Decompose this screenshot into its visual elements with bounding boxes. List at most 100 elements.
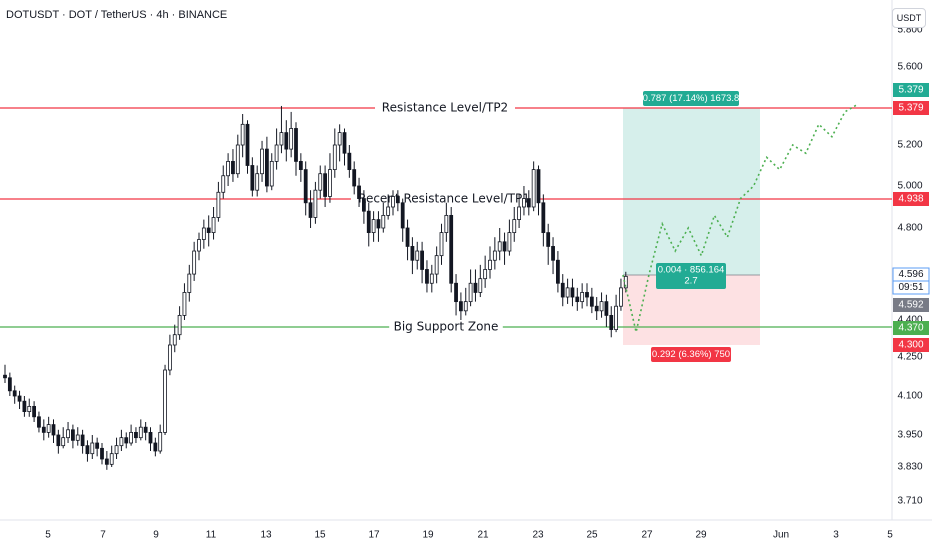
symbol-title: DOTUSDT · DOT / TetherUS · 4h · BINANCE — [6, 9, 228, 21]
candle-body — [458, 301, 463, 312]
candle-body — [95, 442, 100, 449]
price-tick: 5.600 — [897, 62, 922, 73]
level-label: Big Support Zone — [394, 320, 499, 334]
candle-body — [201, 227, 206, 240]
price-label-bg — [893, 101, 929, 115]
price-label: 5.379 — [898, 103, 923, 114]
candle-body — [211, 217, 216, 234]
candle-body — [357, 185, 361, 199]
candle-body — [177, 315, 182, 336]
time-tick: 11 — [206, 530, 217, 541]
candle-body — [410, 246, 415, 261]
level-label: Resistance Level/TP2 — [382, 101, 508, 115]
price-tick-partial: 4.400 — [897, 315, 922, 326]
time-tick: 3 — [833, 530, 839, 541]
currency-button[interactable]: USDT — [892, 8, 926, 28]
time-tick: Jun — [773, 530, 789, 541]
candle-body — [400, 202, 405, 229]
candle-body — [289, 128, 294, 150]
candle-body — [507, 232, 512, 252]
candle-body — [294, 128, 298, 162]
candle-body — [623, 275, 628, 289]
candle-body — [536, 169, 541, 204]
price-label-bg — [893, 83, 929, 97]
price-label: 4.938 — [898, 194, 923, 205]
candle-body — [216, 191, 221, 218]
candle-body — [245, 123, 250, 166]
time-tick: 21 — [477, 530, 489, 541]
candle-body — [425, 269, 429, 284]
candle-body — [366, 210, 371, 234]
target-label: 0.787 (17.14%) 1673.8 — [643, 93, 740, 104]
price-tick-partial: 5.800 — [897, 25, 922, 36]
candle-body — [391, 196, 395, 208]
candle-body — [492, 250, 497, 261]
time-tick: 17 — [368, 530, 380, 541]
candle-body — [197, 239, 201, 252]
candle-body — [109, 453, 114, 465]
rr-label-bg — [656, 263, 726, 289]
candle-body — [12, 390, 17, 397]
candle-body — [80, 434, 85, 447]
candle-body — [37, 416, 41, 428]
price-label-bg — [893, 321, 929, 335]
price-scale[interactable]: 5.600 5.200 5.000 4.800 4.250 4.100 3.950 3.830… — [892, 25, 930, 507]
candle-body — [449, 214, 454, 284]
candle-body — [352, 169, 357, 187]
target-zone — [623, 108, 760, 275]
candle-body — [250, 165, 255, 191]
time-tick: 7 — [100, 530, 106, 541]
time-tick: 5 — [45, 530, 51, 541]
candle-body — [318, 173, 323, 191]
candle-body — [153, 442, 158, 452]
candle-body — [27, 405, 32, 412]
candle-body — [556, 259, 560, 284]
candle-body — [589, 296, 594, 307]
candle-body — [371, 219, 376, 234]
candle-body — [143, 426, 148, 433]
candle-body — [497, 241, 502, 252]
level-label-bg — [389, 319, 503, 335]
candle-body — [51, 424, 56, 436]
candle-body — [182, 292, 187, 316]
candle-body — [541, 202, 546, 234]
price-tick: 5.200 — [897, 140, 922, 151]
candle-body — [522, 198, 526, 208]
candle-body — [444, 214, 449, 234]
candle-body — [439, 232, 444, 257]
candle-body — [221, 175, 226, 193]
rr-label-line2: 2.7 — [684, 276, 697, 287]
candle-body — [114, 445, 119, 455]
time-tick: 23 — [532, 530, 544, 541]
target-label-bg — [643, 91, 739, 106]
candle-body — [560, 282, 565, 298]
price-label-bg — [893, 338, 929, 352]
candle-body — [463, 301, 468, 312]
candle-body — [512, 219, 517, 234]
candle-body — [284, 132, 289, 150]
time-scale[interactable]: 5 7 9 11 13 15 17 19 21 23 25 27 29 Jun 3 5 — [45, 530, 893, 541]
candle-body — [420, 250, 425, 270]
price-tick: 3.950 — [897, 430, 922, 441]
candle-body — [75, 434, 80, 441]
candle-body — [279, 132, 284, 146]
candle-body — [129, 431, 134, 444]
price-label: 4.300 — [898, 340, 923, 351]
candle-body — [361, 198, 366, 212]
candle-body — [332, 144, 337, 171]
time-tick: 27 — [641, 530, 653, 541]
price-tick: 3.710 — [897, 496, 922, 507]
candle-body — [565, 287, 570, 298]
candle-body — [478, 278, 483, 293]
price-label: 5.379 — [898, 85, 923, 96]
candle-body — [66, 429, 70, 439]
candle-body — [454, 282, 458, 303]
rr-label-line1: 0.004 · 856.164 — [658, 265, 725, 276]
price-label: 4.596 — [898, 269, 923, 280]
candle-body — [264, 148, 269, 187]
price-label-bg — [892, 280, 930, 295]
candle-body — [551, 246, 555, 261]
candle-body — [337, 132, 342, 146]
